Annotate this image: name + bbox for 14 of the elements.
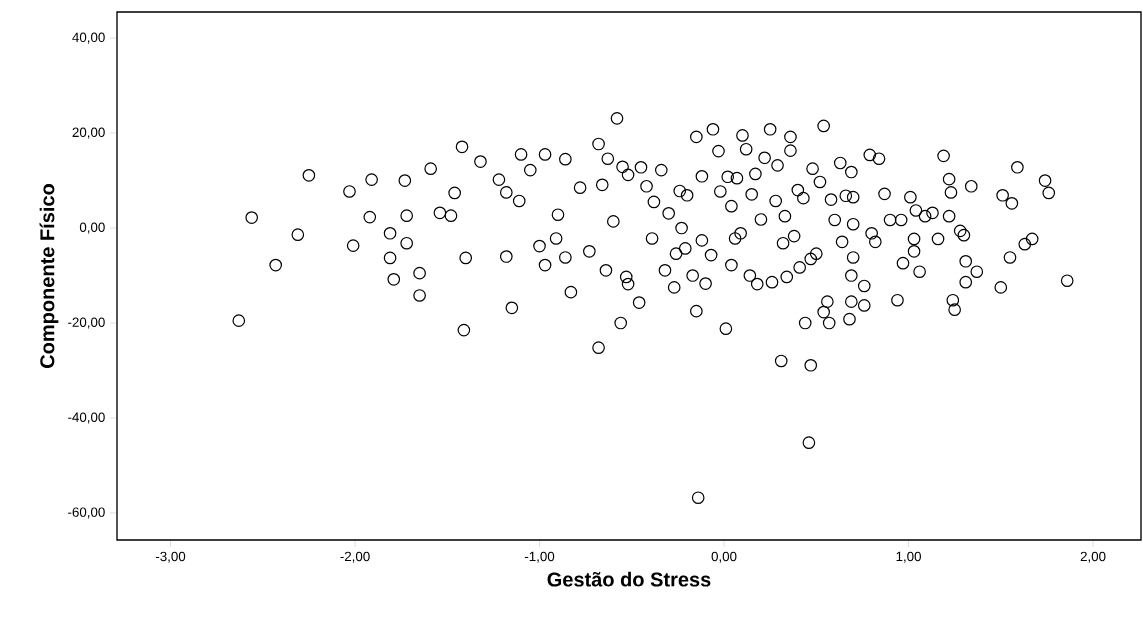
y-tick-label: -60,00 [68, 507, 105, 519]
x-tick-label: 0,00 [711, 551, 737, 563]
y-tick-label: 20,00 [72, 127, 105, 139]
x-tick-label: 2,00 [1080, 551, 1106, 563]
y-axis-title: Componente Físico [39, 184, 59, 368]
y-tick-label: -20,00 [68, 317, 105, 329]
y-tick-label: 0,00 [79, 222, 105, 234]
x-tick-label: 1,00 [896, 551, 921, 563]
y-tick-label: 40,00 [72, 32, 105, 44]
x-tick-label: -3,00 [155, 551, 186, 563]
y-tick-label: -40,00 [68, 412, 105, 424]
x-tick-label: -2,00 [340, 551, 370, 563]
x-tick-label: -1,00 [524, 551, 555, 563]
x-axis-title: Gestão do Stress [547, 571, 711, 587]
